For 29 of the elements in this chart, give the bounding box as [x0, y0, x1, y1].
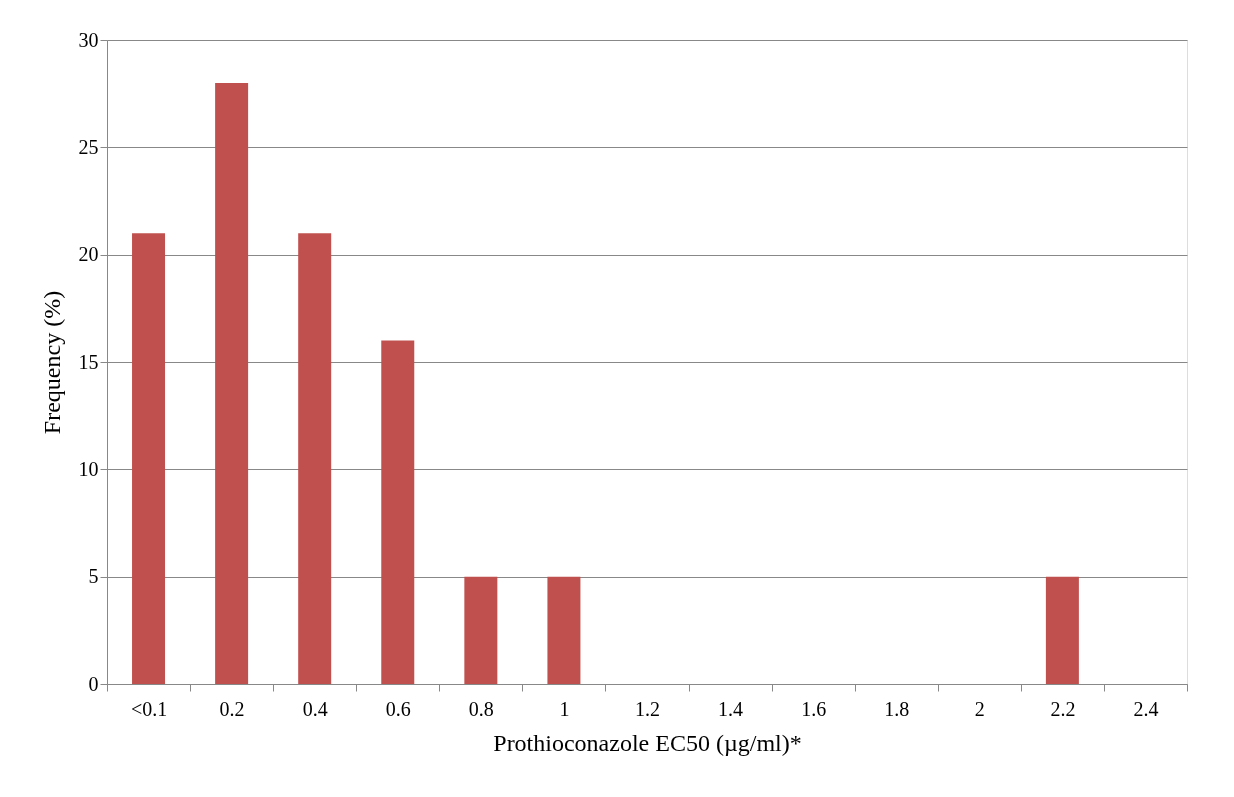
x-tick-label: 1.6 — [801, 697, 827, 720]
bar — [547, 576, 581, 684]
x-tick-label: 1 — [559, 697, 570, 720]
x-tick-label: <0.1 — [130, 697, 168, 720]
bar — [132, 233, 166, 684]
y-tick-label: 10 — [78, 457, 99, 480]
bar — [464, 576, 498, 684]
x-tick-label: 1.8 — [884, 697, 910, 720]
bar — [381, 340, 415, 684]
x-tick-label: 2.4 — [1133, 697, 1159, 720]
x-tick-label: 2.2 — [1050, 697, 1076, 720]
x-tick-label: 2 — [974, 697, 985, 720]
bar — [215, 82, 249, 684]
x-tick-label: 1.2 — [635, 697, 660, 720]
x-tick-label: 0.2 — [219, 697, 245, 720]
y-tick-label: 15 — [78, 350, 99, 373]
y-axis-title: Frequency (%) — [38, 290, 65, 435]
y-tick-label: 30 — [78, 28, 99, 51]
y-tick-label: 5 — [88, 565, 99, 588]
bar — [1045, 576, 1079, 684]
y-tick-label: 25 — [78, 135, 99, 158]
x-tick-label: 0.8 — [468, 697, 494, 720]
bar — [298, 233, 332, 684]
y-tick-label: 20 — [78, 243, 99, 266]
x-tick-label: 0.6 — [385, 697, 411, 720]
x-tick-label: 0.4 — [302, 697, 328, 720]
y-tick-label: 0 — [88, 672, 99, 695]
x-tick-label: 1.4 — [718, 697, 744, 720]
x-axis-title: Prothioconazole EC50 (µg/ml)* — [493, 729, 802, 756]
